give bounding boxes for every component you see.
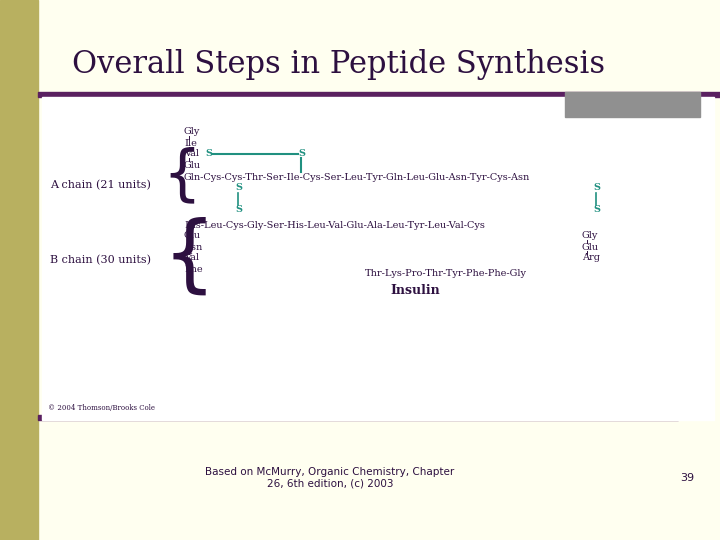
Text: Glu: Glu (184, 160, 201, 170)
Text: A chain (21 units): A chain (21 units) (50, 180, 151, 190)
Text: Asn: Asn (184, 242, 202, 252)
Text: Insulin: Insulin (390, 285, 440, 298)
Text: Val: Val (184, 253, 199, 262)
Text: His-Leu-Cys-Gly-Ser-His-Leu-Val-Glu-Ala-Leu-Tyr-Leu-Val-Cys: His-Leu-Cys-Gly-Ser-His-Leu-Val-Glu-Ala-… (184, 220, 485, 230)
Text: Val: Val (184, 150, 199, 159)
Text: Thr-Lys-Pro-Thr-Tyr-Phe-Phe-Gly: Thr-Lys-Pro-Thr-Tyr-Phe-Phe-Gly (365, 269, 527, 279)
Text: Glu: Glu (582, 242, 599, 252)
Text: Ile: Ile (184, 138, 197, 147)
Bar (42, 97, 714, 420)
Text: Gln-Cys-Cys-Thr-Ser-Ile-Cys-Ser-Leu-Tyr-Gln-Leu-Glu-Asn-Tyr-Cys-Asn: Gln-Cys-Cys-Thr-Ser-Ile-Cys-Ser-Leu-Tyr-… (184, 173, 530, 183)
Text: S: S (593, 184, 600, 192)
Text: 39: 39 (680, 473, 694, 483)
Text: S: S (235, 184, 242, 192)
Text: $\{$: $\{$ (162, 146, 195, 206)
Text: S: S (298, 150, 305, 159)
Text: S: S (235, 206, 242, 214)
Text: B chain (30 units): B chain (30 units) (50, 255, 151, 265)
Text: S: S (205, 150, 212, 159)
Text: Overall Steps in Peptide Synthesis: Overall Steps in Peptide Synthesis (72, 50, 605, 80)
Text: Glu: Glu (184, 232, 201, 240)
Bar (38, 92, 720, 97)
Text: Gly: Gly (184, 127, 200, 137)
Text: Based on McMurry, Organic Chemistry, Chapter
26, 6th edition, (c) 2003: Based on McMurry, Organic Chemistry, Cha… (205, 467, 454, 489)
Text: S: S (593, 206, 600, 214)
Bar (0, 0, 38, 540)
Text: Gly: Gly (582, 232, 598, 240)
Bar (38, 415, 678, 420)
Text: Phe: Phe (184, 265, 202, 273)
Bar (565, 92, 700, 117)
Text: Arg: Arg (582, 253, 600, 262)
Text: © 2004 Thomson/Brooks Cole: © 2004 Thomson/Brooks Cole (48, 404, 155, 412)
Text: $\{$: $\{$ (162, 216, 207, 298)
